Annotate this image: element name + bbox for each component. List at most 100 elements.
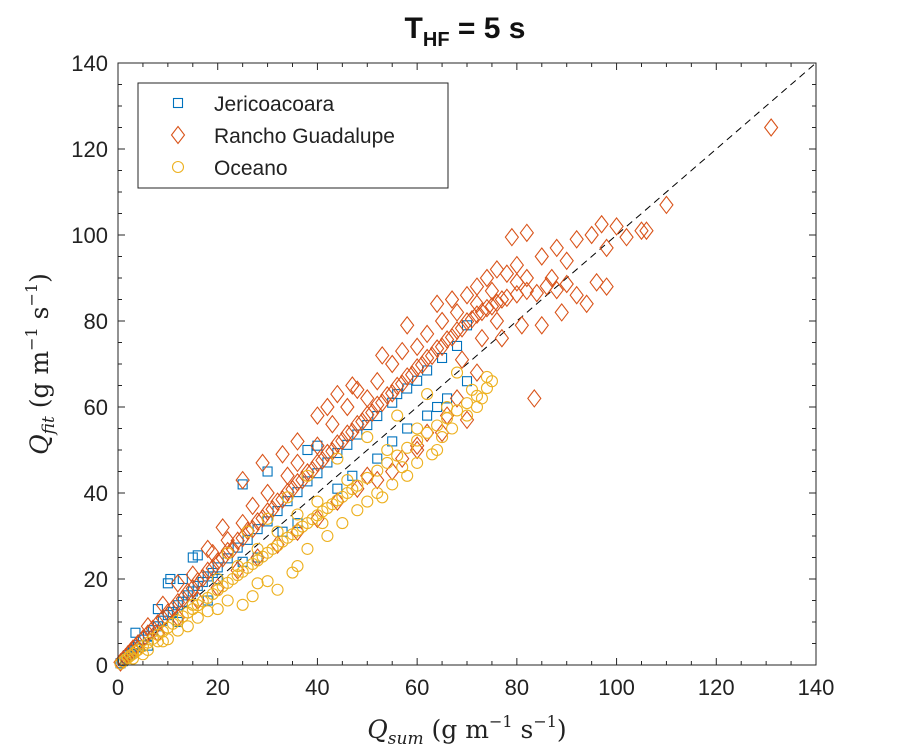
data-point-rancho-guadalupe — [429, 294, 445, 314]
data-point-rancho-guadalupe — [340, 397, 355, 417]
data-point-jericoacoara — [312, 440, 323, 451]
data-point-rancho-guadalupe — [409, 358, 425, 377]
data-point-rancho-guadalupe — [350, 479, 365, 499]
data-point-oceano — [311, 495, 324, 508]
data-point-rancho-guadalupe — [599, 277, 614, 297]
data-point-rancho-guadalupe — [594, 214, 609, 234]
data-point-jericoacoara — [212, 562, 223, 573]
data-point-oceano — [156, 635, 169, 648]
data-point-rancho-guadalupe — [509, 272, 525, 292]
data-point-oceano — [291, 560, 304, 573]
data-point-rancho-guadalupe — [375, 345, 390, 365]
data-point-oceano — [181, 620, 194, 633]
data-point-rancho-guadalupe — [444, 327, 460, 347]
data-point-jericoacoara — [302, 444, 313, 456]
data-point-oceano — [251, 542, 264, 555]
series-rancho-guadalupe — [113, 118, 779, 672]
data-point-rancho-guadalupe — [459, 312, 475, 331]
data-point-rancho-guadalupe — [370, 395, 385, 415]
data-point-rancho-guadalupe — [280, 482, 295, 502]
y-tick-labels: 0 20 40 60 80 100 120 140 — [71, 51, 108, 678]
data-point-rancho-guadalupe — [340, 424, 355, 444]
x-tick-label: 40 — [305, 675, 329, 700]
data-point-rancho-guadalupe — [469, 277, 485, 297]
data-point-rancho-guadalupe — [310, 453, 325, 473]
data-point-oceano — [381, 456, 394, 469]
y-tick-label: 140 — [71, 51, 108, 76]
legend-box — [137, 82, 449, 189]
data-point-oceano — [221, 594, 234, 607]
data-point-rancho-guadalupe — [534, 315, 549, 335]
data-point-rancho-guadalupe — [180, 582, 195, 602]
data-point-rancho-guadalupe — [559, 274, 574, 294]
data-point-oceano — [351, 479, 364, 492]
data-point-rancho-guadalupe — [439, 330, 455, 349]
data-point-rancho-guadalupe — [504, 227, 520, 247]
y-tick-label: 60 — [84, 395, 108, 420]
data-point-rancho-guadalupe — [255, 508, 270, 528]
data-point-rancho-guadalupe — [514, 315, 530, 335]
data-point-rancho-guadalupe — [454, 350, 470, 370]
data-point-rancho-guadalupe — [544, 268, 559, 288]
data-point-jericoacoara — [222, 553, 233, 564]
data-point-oceano — [261, 575, 274, 588]
data-point-rancho-guadalupe — [205, 543, 220, 563]
x-tick-label: 100 — [598, 675, 635, 700]
data-point-rancho-guadalupe — [360, 405, 375, 425]
y-axis-label: Qfit (g m−1 s−1) — [22, 273, 59, 455]
y-tick-label: 120 — [71, 137, 108, 162]
data-point-oceano — [376, 491, 389, 504]
data-point-oceano — [271, 525, 284, 538]
data-point-rancho-guadalupe — [619, 227, 634, 247]
data-point-rancho-guadalupe — [529, 283, 544, 303]
data-point-rancho-guadalupe — [260, 483, 275, 503]
data-point-oceano — [151, 635, 164, 648]
data-point-oceano — [411, 434, 424, 447]
data-point-oceano — [341, 474, 354, 487]
data-point-rancho-guadalupe — [155, 595, 171, 615]
data-point-oceano — [460, 409, 474, 422]
data-point-rancho-guadalupe — [394, 341, 410, 361]
data-point-rancho-guadalupe — [579, 294, 594, 314]
data-point-rancho-guadalupe — [634, 221, 649, 241]
data-point-oceano — [316, 517, 329, 530]
data-point-oceano — [211, 603, 224, 616]
data-point-rancho-guadalupe — [325, 414, 340, 434]
data-point-oceano — [450, 366, 464, 379]
x-tick-label: 80 — [505, 675, 529, 700]
data-point-rancho-guadalupe — [140, 616, 156, 636]
y-tick-label: 0 — [96, 653, 108, 678]
x-tick-label: 60 — [405, 675, 429, 700]
data-point-rancho-guadalupe — [345, 376, 360, 395]
data-point-oceano — [261, 512, 274, 525]
data-point-oceano — [411, 456, 424, 469]
series-oceano — [114, 366, 498, 670]
data-point-rancho-guadalupe — [409, 436, 425, 456]
data-point-oceano — [321, 529, 334, 543]
data-point-oceano — [171, 624, 184, 637]
data-point-oceano — [421, 426, 434, 439]
data-point-oceano — [246, 590, 259, 603]
legend-marker-rancho-guadalupe — [170, 125, 186, 145]
data-point-rancho-guadalupe — [399, 367, 415, 386]
data-point-rancho-guadalupe — [519, 281, 535, 301]
data-point-rancho-guadalupe — [464, 309, 480, 329]
data-point-rancho-guadalupe — [345, 422, 360, 442]
data-point-oceano — [381, 443, 394, 457]
data-point-rancho-guadalupe — [454, 318, 470, 338]
data-point-jericoacoara — [402, 383, 413, 394]
data-point-rancho-guadalupe — [320, 397, 335, 417]
x-tick-labels: 0 20 40 60 80 100 120 140 — [112, 675, 834, 700]
data-point-oceano — [421, 388, 434, 401]
data-point-rancho-guadalupe — [220, 530, 235, 550]
data-point-oceano — [201, 605, 214, 618]
data-point-rancho-guadalupe — [255, 453, 270, 473]
data-point-rancho-guadalupe — [469, 363, 485, 383]
data-point-rancho-guadalupe — [320, 443, 335, 463]
data-point-oceano — [141, 643, 154, 657]
data-point-oceano — [441, 400, 454, 414]
data-point-rancho-guadalupe — [394, 374, 410, 394]
axis-ticks — [117, 62, 817, 666]
data-point-jericoacoara — [387, 436, 398, 447]
